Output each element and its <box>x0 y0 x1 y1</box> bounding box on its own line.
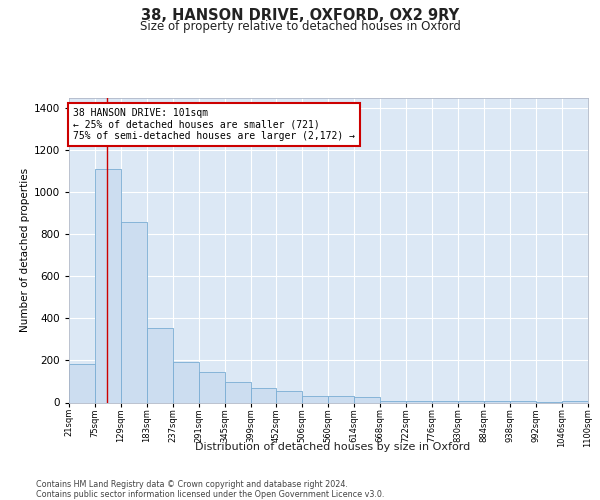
Bar <box>277 391 302 402</box>
Bar <box>302 396 328 402</box>
Bar <box>69 364 95 403</box>
Text: Contains public sector information licensed under the Open Government Licence v3: Contains public sector information licen… <box>36 490 385 499</box>
Bar <box>95 170 121 402</box>
Text: 38 HANSON DRIVE: 101sqm
← 25% of detached houses are smaller (721)
75% of semi-d: 38 HANSON DRIVE: 101sqm ← 25% of detache… <box>73 108 355 141</box>
Bar <box>225 382 251 402</box>
Text: Distribution of detached houses by size in Oxford: Distribution of detached houses by size … <box>196 442 470 452</box>
Text: 38, HANSON DRIVE, OXFORD, OX2 9RY: 38, HANSON DRIVE, OXFORD, OX2 9RY <box>141 8 459 22</box>
Bar <box>354 396 380 402</box>
Bar <box>147 328 173 402</box>
Bar <box>173 362 199 403</box>
Text: Size of property relative to detached houses in Oxford: Size of property relative to detached ho… <box>140 20 460 33</box>
Bar <box>121 222 147 402</box>
Bar <box>199 372 225 402</box>
Bar <box>251 388 277 402</box>
Y-axis label: Number of detached properties: Number of detached properties <box>20 168 29 332</box>
Bar <box>328 396 354 402</box>
Text: Contains HM Land Registry data © Crown copyright and database right 2024.: Contains HM Land Registry data © Crown c… <box>36 480 348 489</box>
